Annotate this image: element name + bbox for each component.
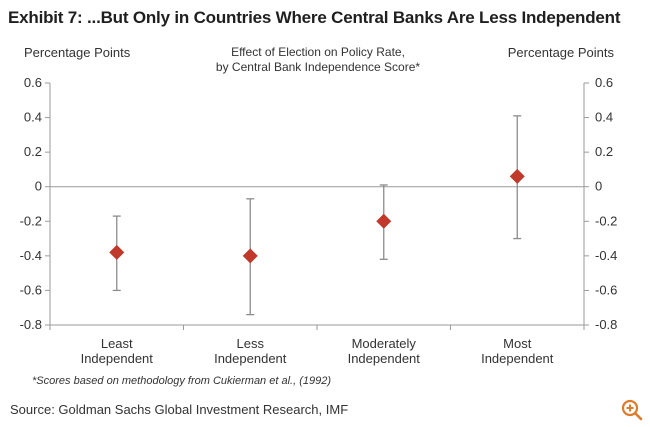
y-tick-label-right: -0.4 (595, 248, 617, 263)
data-point-group (109, 215, 125, 292)
y-tick-label-left: 0.4 (24, 110, 42, 125)
x-category-label: Independent (214, 351, 287, 366)
data-point-marker (509, 168, 525, 184)
x-category-label: Independent (348, 351, 421, 366)
y-axis-label-right: Percentage Points (508, 45, 615, 60)
y-tick-label-left: -0.4 (20, 248, 42, 263)
y-tick-label-left: 0.2 (24, 144, 42, 159)
x-category-label: Least (101, 336, 133, 351)
y-tick-label-left: -0.6 (20, 282, 42, 297)
x-category-label: Moderately (352, 336, 417, 351)
chart-footnote: *Scores based on methodology from Cukier… (32, 375, 331, 387)
data-point-marker (109, 244, 125, 260)
data-point-group (509, 115, 525, 240)
chart-title: Effect of Election on Policy Rate, (231, 45, 405, 59)
y-tick-label-left: -0.2 (20, 213, 42, 228)
y-tick-label-left: 0.6 (24, 75, 42, 90)
x-category-label: Independent (481, 351, 554, 366)
x-category-label: Independent (81, 351, 154, 366)
y-tick-label-right: -0.6 (595, 282, 617, 297)
y-tick-label-right: 0.4 (595, 110, 613, 125)
x-category-label: Most (503, 336, 532, 351)
x-category-label: Less (237, 336, 265, 351)
y-tick-label-left: 0 (35, 179, 42, 194)
data-point-marker (242, 248, 258, 264)
exhibit-title: Exhibit 7: ...But Only in Countries Wher… (8, 8, 621, 27)
data-point-group (376, 184, 392, 260)
y-tick-label-right: 0.2 (595, 144, 613, 159)
source-note: Source: Goldman Sachs Global Investment … (10, 402, 349, 417)
y-tick-label-right: -0.8 (595, 317, 617, 332)
y-tick-label-right: 0.6 (595, 75, 613, 90)
y-tick-label-right: -0.2 (595, 213, 617, 228)
data-point-group (242, 198, 258, 316)
chart-subtitle: by Central Bank Independence Score* (216, 60, 420, 74)
y-tick-label-left: -0.8 (20, 317, 42, 332)
y-tick-label-right: 0 (595, 179, 602, 194)
zoom-in-icon[interactable] (620, 398, 644, 422)
y-axis-label-left: Percentage Points (24, 45, 131, 60)
data-point-marker (376, 213, 392, 229)
